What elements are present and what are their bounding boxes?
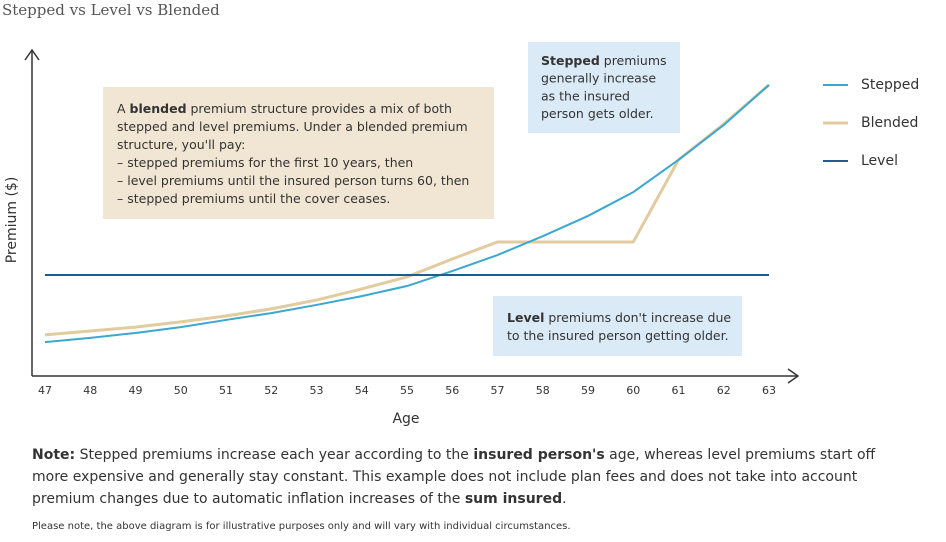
annotation-line: – stepped premiums until the cover cease… — [117, 191, 390, 206]
annotation-line: Stepped premiums — [541, 53, 667, 68]
legend-label: Blended — [861, 115, 918, 131]
annotation-box — [103, 87, 494, 219]
x-tick-label: 56 — [445, 384, 459, 397]
annotation-text: as the insured — [541, 88, 630, 103]
annotation-text: premiums — [600, 53, 667, 68]
x-tick-label: 50 — [174, 384, 188, 397]
note-text: . — [562, 491, 567, 507]
x-tick-label: 54 — [355, 384, 369, 397]
annotation-text: A — [117, 101, 130, 116]
annotation-text: – stepped premiums until the cover cease… — [117, 191, 390, 206]
note-text: age, whereas level premiums start off mo… — [32, 447, 876, 507]
annotation-text: generally increase — [541, 70, 656, 85]
annotation: A blended premium structure provides a m… — [117, 101, 469, 206]
x-tick-label: 59 — [581, 384, 595, 397]
annotation-text: Level — [507, 310, 544, 325]
x-tick-label: 55 — [400, 384, 414, 397]
annotation-text: blended — [130, 101, 187, 116]
annotation-line: structure, you'll pay: — [117, 137, 245, 152]
x-tick-label: 61 — [672, 384, 686, 397]
note-text: Note: — [32, 447, 76, 463]
annotation-text: premium structure provides a mix of both — [187, 101, 452, 116]
annotation-box — [493, 296, 742, 356]
note: Note: Stepped premiums increase each yea… — [32, 444, 912, 510]
annotation-text: to the insured person getting older. — [507, 328, 729, 343]
annotation-text: structure, you'll pay: — [117, 137, 245, 152]
x-tick-label: 53 — [310, 384, 324, 397]
annotation-line: – stepped premiums for the first 10 year… — [117, 155, 413, 170]
annotation-line: person gets older. — [541, 106, 654, 121]
x-tick-label: 58 — [536, 384, 550, 397]
x-axis-label: Age — [392, 411, 419, 427]
x-tick-label: 47 — [38, 384, 52, 397]
y-axis-label: Premium ($) — [4, 177, 20, 264]
note-text: Stepped premiums increase each year acco… — [75, 447, 474, 463]
x-tick-label: 51 — [219, 384, 233, 397]
x-tick-label: 57 — [491, 384, 505, 397]
annotation-text: Stepped — [541, 53, 600, 68]
series-line — [44, 84, 770, 344]
note-text: sum insured — [464, 491, 563, 507]
annotation-text: premiums don't increase due — [544, 310, 731, 325]
plot — [44, 83, 770, 344]
annotation-text: – stepped premiums for the first 10 year… — [117, 155, 413, 170]
annotation-box — [528, 42, 680, 133]
legend-label: Level — [861, 153, 898, 169]
chart: Stepped vs Level vs Blended Age Premium … — [2, 1, 919, 427]
note-text: insured person's — [473, 447, 605, 463]
chart-title: Stepped vs Level vs Blended — [2, 1, 220, 19]
legend-label: Stepped — [861, 77, 919, 93]
annotation: Stepped premiums generally increase as the… — [541, 53, 667, 121]
x-tick-label: 62 — [717, 384, 731, 397]
annotation: Level premiums don't increase due to the … — [507, 310, 731, 343]
annotation-line: A blended premium structure provides a m… — [117, 101, 452, 116]
annotation-line: as the insured — [541, 88, 630, 103]
x-tick-label: 52 — [264, 384, 278, 397]
annotation-line: generally increase — [541, 70, 656, 85]
y-axis-arrow — [24, 48, 40, 61]
x-tick-label: 63 — [762, 384, 776, 397]
x-tick-label: 48 — [83, 384, 97, 397]
disclaimer: Please note, the above diagram is for il… — [32, 521, 571, 532]
annotation-text: stepped and level premiums. Under a blen… — [117, 119, 468, 134]
annotation-line: to the insured person getting older. — [507, 328, 729, 343]
series-line — [44, 83, 770, 337]
annotation-text: person gets older. — [541, 106, 654, 121]
x-tick-label: 60 — [626, 384, 640, 397]
annotation-line: Level premiums don't increase due — [507, 310, 731, 325]
annotation-line: – level premiums until the insured perso… — [117, 173, 469, 188]
annotation-text: – level premiums until the insured perso… — [117, 173, 469, 188]
x-axis-arrow — [787, 368, 800, 384]
annotation-line: stepped and level premiums. Under a blen… — [117, 119, 468, 134]
x-tick-label: 49 — [129, 384, 143, 397]
